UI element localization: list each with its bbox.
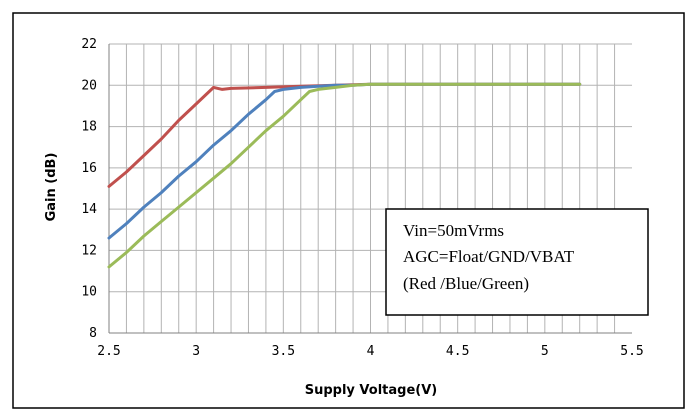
x-tick-label: 5.5 — [620, 344, 643, 359]
y-tick-label: 20 — [81, 78, 97, 93]
axes — [108, 44, 632, 334]
annotation-box: Vin=50mVrms AGC=Float/GND/VBAT (Red /Blu… — [385, 208, 649, 316]
y-tick-label: 12 — [81, 243, 97, 258]
y-tick-label: 8 — [89, 326, 97, 341]
x-tick-label: 3 — [192, 344, 200, 359]
series-lines — [107, 82, 582, 269]
y-tick-label: 16 — [81, 161, 97, 176]
tick-labels: 8 10 12 14 16 18 20 22 2.5 3 3.5 4 4.5 5 5.5 — [81, 37, 643, 359]
x-tick-label: 4.5 — [446, 344, 469, 359]
series-line-3 — [107, 82, 582, 269]
x-axis-title: Supply Voltage(V) — [305, 383, 437, 398]
x-tick-label: 2.5 — [97, 344, 120, 359]
y-tick-label: 22 — [81, 37, 97, 52]
annotation-line-3: (Red /Blue/Green) — [403, 274, 529, 293]
annotation-line-2: AGC=Float/GND/VBAT — [403, 247, 575, 266]
y-tick-label: 10 — [81, 285, 97, 300]
x-tick-label: 5 — [541, 344, 549, 359]
y-tick-label: 14 — [81, 202, 97, 217]
y-tick-label: 18 — [81, 120, 97, 135]
annotation-frame — [385, 208, 649, 316]
annotation-line-1: Vin=50mVrms — [403, 221, 504, 240]
x-tick-label: 4 — [367, 344, 375, 359]
x-tick-label: 3.5 — [272, 344, 295, 359]
grid-lines — [109, 43, 632, 334]
y-axis-title: Gain (dB) — [44, 153, 59, 222]
